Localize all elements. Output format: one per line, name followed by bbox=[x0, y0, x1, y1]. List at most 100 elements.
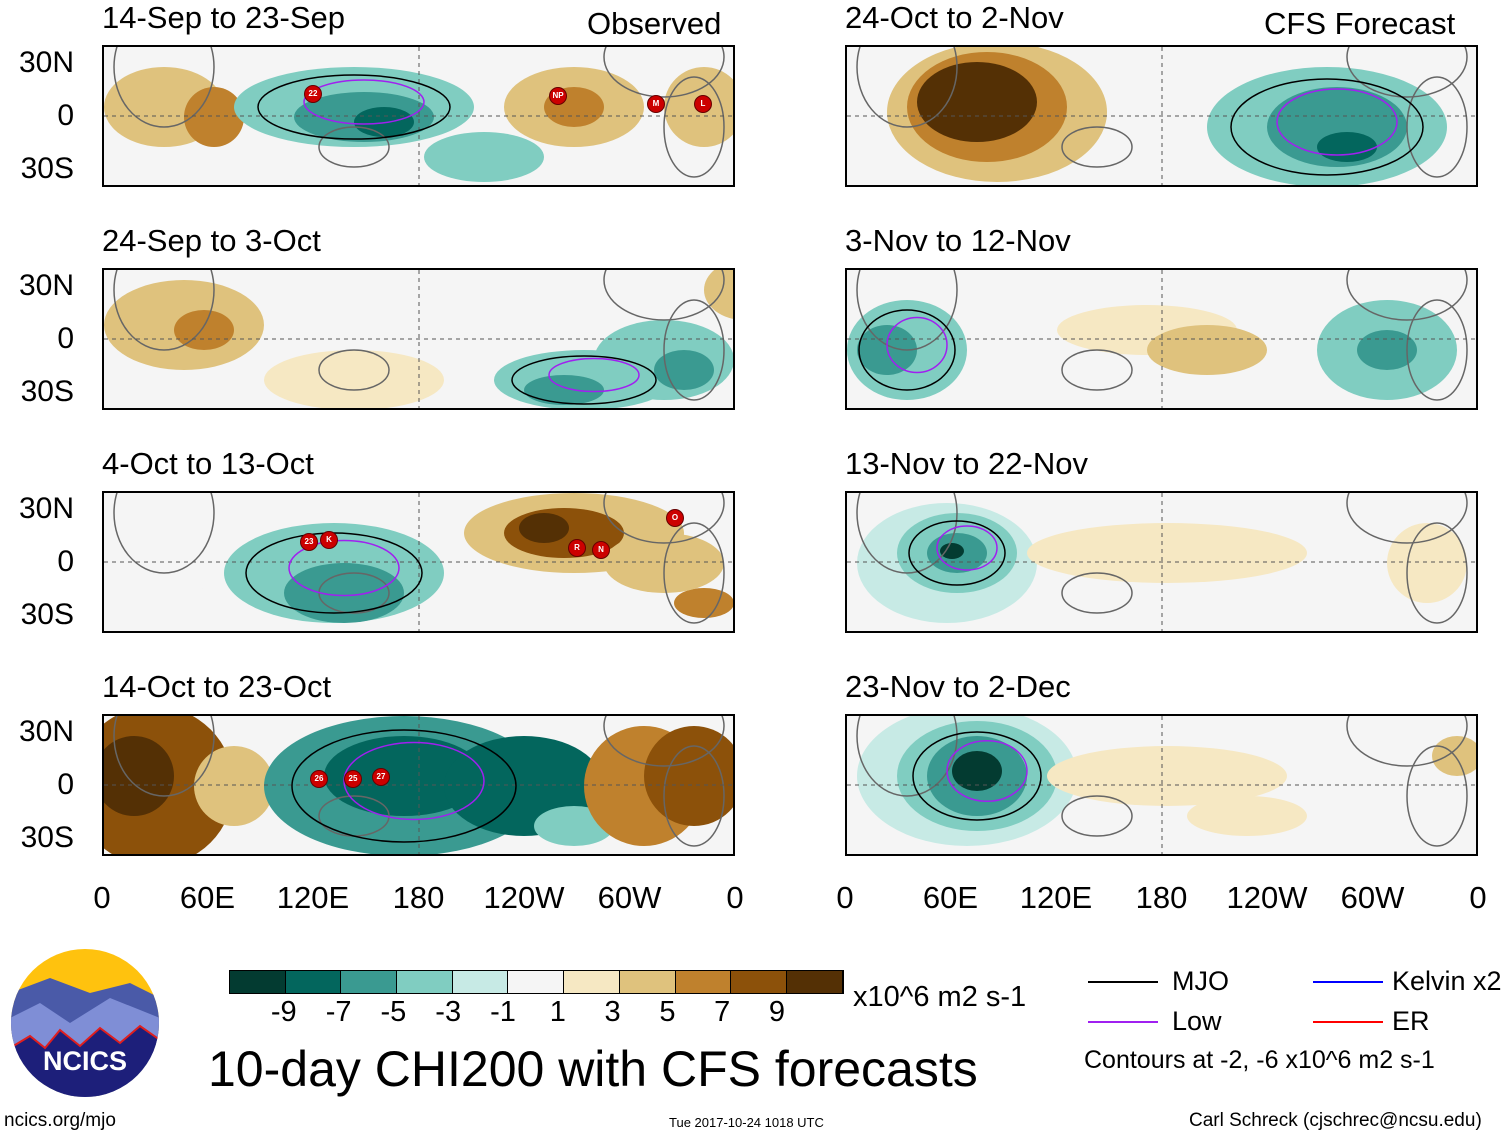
continent-outline bbox=[1406, 76, 1468, 178]
legend-label-er: ER bbox=[1392, 1006, 1430, 1036]
lon-label: 60E bbox=[922, 880, 979, 915]
continent-outline bbox=[1406, 745, 1468, 847]
panel-title: 3-Nov to 12-Nov bbox=[845, 223, 1071, 258]
panel-title: 14-Oct to 23-Oct bbox=[102, 669, 332, 704]
lat-label: 0 bbox=[57, 768, 74, 801]
lon-label: 120E bbox=[276, 880, 350, 915]
legend-label-kelvin: Kelvin x2 bbox=[1392, 966, 1502, 996]
contours-note: Contours at -2, -6 x10^6 m2 s-1 bbox=[1084, 1046, 1435, 1074]
tropical-cyclone-marker: 26 bbox=[310, 770, 328, 788]
tropical-cyclone-marker: NP bbox=[549, 87, 567, 105]
lat-label: 0 bbox=[57, 545, 74, 578]
anomaly-region bbox=[184, 87, 244, 147]
tropical-cyclone-marker: 22 bbox=[304, 85, 322, 103]
anomaly-region bbox=[1187, 796, 1307, 836]
continent-outline bbox=[856, 47, 958, 128]
colorbar-swatch bbox=[452, 971, 509, 993]
colorbar-swatch bbox=[731, 971, 787, 993]
anomaly-region bbox=[519, 513, 569, 543]
anomaly-region bbox=[174, 310, 234, 350]
legend-line-er bbox=[1313, 1021, 1383, 1023]
lat-label: 30S bbox=[20, 598, 74, 631]
continent-outline bbox=[1061, 349, 1133, 391]
low-contour bbox=[946, 740, 1028, 802]
tropical-cyclone-marker: 25 bbox=[344, 770, 362, 788]
lat-label: 30N bbox=[18, 46, 74, 79]
anomaly-region bbox=[952, 751, 1002, 791]
legend-line-mjo bbox=[1088, 981, 1158, 983]
panel-title: 13-Nov to 22-Nov bbox=[845, 446, 1088, 481]
mjo-contour bbox=[511, 355, 657, 405]
ncics-logo: NCICS bbox=[10, 948, 160, 1098]
lon-label: 0 bbox=[93, 880, 111, 915]
colorbar-label: -5 bbox=[380, 996, 407, 1028]
lat-label: 30N bbox=[18, 715, 74, 748]
low-contour bbox=[548, 357, 640, 393]
lon-label: 60W bbox=[1340, 880, 1405, 915]
continent-outline bbox=[1346, 716, 1468, 767]
footer-credit: Carl Schreck (cjschrec@ncsu.edu) bbox=[1189, 1110, 1482, 1131]
mjo-contour bbox=[912, 731, 1042, 821]
continent-outline bbox=[603, 493, 725, 544]
lat-label: 30N bbox=[18, 492, 74, 525]
anomaly-region bbox=[704, 270, 733, 319]
legend-line-low bbox=[1088, 1021, 1158, 1023]
lat-label: 30S bbox=[20, 152, 74, 185]
continent-outline bbox=[113, 493, 215, 574]
legend-line-kelvin bbox=[1313, 981, 1383, 983]
continent-outline bbox=[1061, 795, 1133, 837]
tropical-cyclone-marker: R bbox=[568, 539, 586, 557]
colorbar-label: 1 bbox=[549, 996, 566, 1028]
map-panel: 26 25 27 bbox=[102, 714, 735, 856]
logo-text: NCICS bbox=[43, 1046, 127, 1076]
lon-label: 0 bbox=[836, 880, 854, 915]
tropical-cyclone-marker: L bbox=[694, 95, 712, 113]
anomaly-region bbox=[1432, 736, 1476, 776]
colorbar-label: 7 bbox=[714, 996, 731, 1028]
map-panel bbox=[845, 268, 1478, 410]
colorbar-label: 3 bbox=[604, 996, 621, 1028]
continent-outline bbox=[318, 126, 390, 168]
colorbar-swatch bbox=[619, 971, 676, 993]
lon-label: 0 bbox=[1469, 880, 1487, 915]
anomaly-region bbox=[1317, 132, 1377, 162]
colorbar-label: 9 bbox=[768, 996, 786, 1028]
anomaly-region bbox=[324, 736, 484, 816]
lon-label: 120W bbox=[483, 880, 565, 915]
continent-outline bbox=[113, 716, 215, 797]
anomaly-region bbox=[264, 350, 444, 408]
colorbar-swatch bbox=[675, 971, 732, 993]
map-panel bbox=[102, 268, 735, 410]
lat-label: 30S bbox=[20, 375, 74, 408]
colorbar-label: -1 bbox=[490, 996, 516, 1028]
continent-outline bbox=[1061, 572, 1133, 614]
colorbar-swatch bbox=[397, 971, 453, 993]
map-panel bbox=[845, 714, 1478, 856]
footer-url[interactable]: ncics.org/mjo bbox=[4, 1110, 116, 1131]
lon-label: 120E bbox=[1019, 880, 1093, 915]
continent-outline bbox=[663, 299, 725, 401]
mjo-contour bbox=[1230, 78, 1424, 176]
lon-label: 120W bbox=[1226, 880, 1308, 915]
anomaly-region bbox=[1047, 746, 1287, 806]
continent-outline bbox=[856, 716, 958, 797]
anomaly-region bbox=[1387, 523, 1467, 603]
anomaly-region bbox=[354, 107, 414, 137]
tropical-cyclone-marker: M bbox=[647, 95, 665, 113]
lat-label: 0 bbox=[57, 322, 74, 355]
figure-title: 10-day CHI200 with CFS forecasts bbox=[208, 1041, 978, 1097]
footer-timestamp: Tue 2017-10-24 1018 UTC bbox=[669, 1115, 824, 1130]
colorbar-swatch bbox=[285, 971, 342, 993]
lon-label: 60E bbox=[179, 880, 236, 915]
lon-label: 180 bbox=[392, 880, 445, 915]
continent-outline bbox=[603, 47, 725, 98]
tropical-cyclone-marker: N bbox=[592, 541, 610, 559]
anomaly-region bbox=[1027, 523, 1307, 583]
mjo-contour bbox=[858, 309, 956, 391]
continent-outline bbox=[603, 270, 725, 321]
anomaly-region bbox=[1147, 325, 1267, 375]
colorbar-label: 5 bbox=[659, 996, 676, 1028]
anomaly-region bbox=[940, 543, 964, 559]
continent-outline bbox=[663, 522, 725, 624]
panel-title: 14-Sep to 23-Sep bbox=[102, 0, 346, 35]
